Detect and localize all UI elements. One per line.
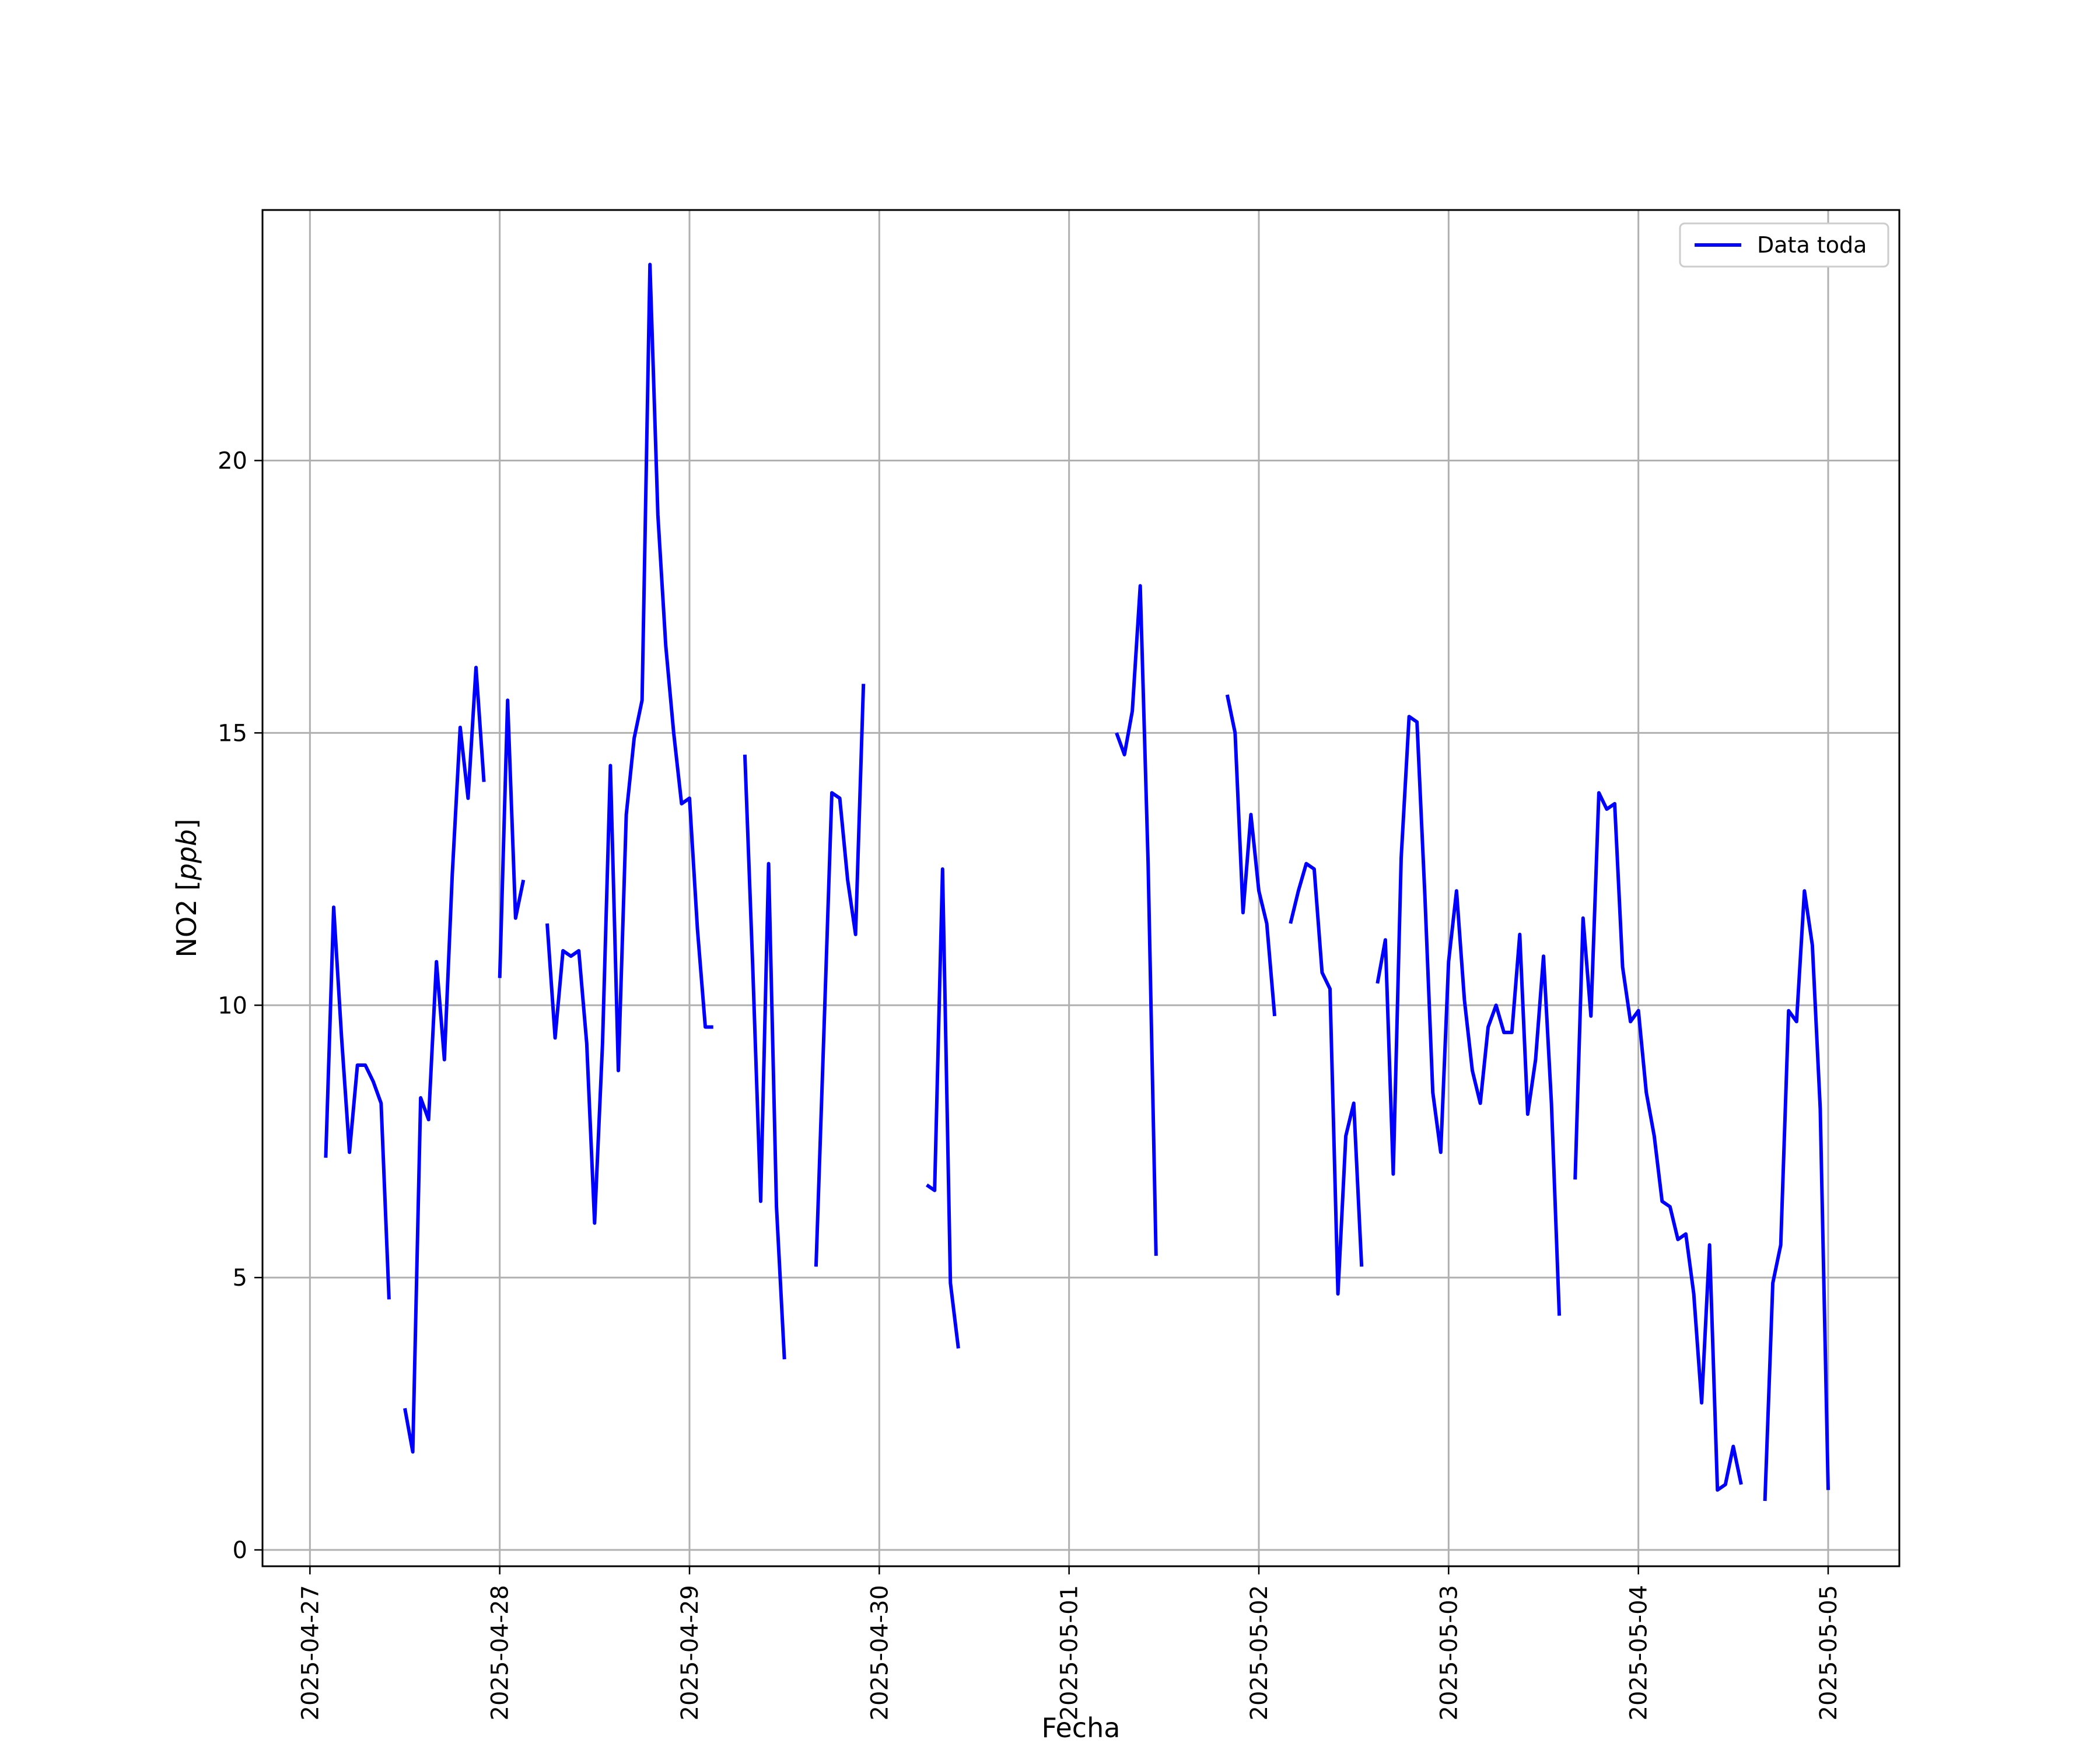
- series-layer: [324, 262, 1830, 1502]
- series-line-segment: [1763, 889, 1830, 1502]
- legend-box: [1679, 222, 1889, 268]
- series-line-segment: [324, 905, 391, 1300]
- y-axis-label-suffix: ]: [171, 818, 202, 829]
- y-tick-label: 20: [218, 448, 247, 475]
- x-tick-label: 2025-05-05: [1815, 1585, 1842, 1720]
- series-line-segment: [743, 754, 786, 1360]
- plot-area-frame: [261, 209, 1901, 1567]
- legend-label-data-toda: Data toda: [1757, 232, 1867, 258]
- series-line-segment: [1376, 715, 1562, 1316]
- y-tick-label: 10: [218, 992, 247, 1019]
- series-line-segment: [1573, 791, 1743, 1492]
- x-tick-label: 2025-05-04: [1626, 1585, 1653, 1720]
- y-axis-label-unit: ppb: [171, 829, 202, 881]
- series-line-segment: [1225, 694, 1277, 1017]
- series-line-segment: [498, 698, 526, 978]
- series-line-segment: [403, 666, 486, 1454]
- x-tick-label: 2025-04-28: [487, 1585, 514, 1720]
- x-tick-label: 2025-04-30: [866, 1585, 893, 1720]
- y-axis-label: NO2 [ppb]: [171, 818, 202, 957]
- y-tick-label: 5: [233, 1265, 247, 1292]
- y-tick-label: 0: [233, 1537, 247, 1564]
- x-tick-label: 2025-05-01: [1056, 1585, 1083, 1720]
- series-line-segment: [1289, 862, 1364, 1296]
- x-tick-label: 2025-05-03: [1436, 1585, 1462, 1720]
- series-line-segment: [545, 262, 713, 1225]
- series-line-segment: [1115, 584, 1158, 1256]
- series-line-segment: [925, 867, 960, 1349]
- y-tick-label: 15: [218, 720, 247, 747]
- x-tick-label: 2025-04-29: [677, 1585, 704, 1720]
- x-tick-label: 2025-04-27: [297, 1585, 324, 1720]
- series-line-segment: [814, 684, 866, 1267]
- x-axis-label: Fecha: [1042, 1712, 1121, 1744]
- axis-ticks: 2025-04-27 2025-04-28 2025-04-29 2025-04-30…: [218, 448, 1842, 1721]
- legend: Data toda: [1679, 222, 1889, 268]
- x-tick-label: 2025-05-02: [1246, 1585, 1273, 1720]
- grid-lines: [262, 210, 1899, 1566]
- y-axis-label-prefix: NO2 [: [171, 880, 202, 957]
